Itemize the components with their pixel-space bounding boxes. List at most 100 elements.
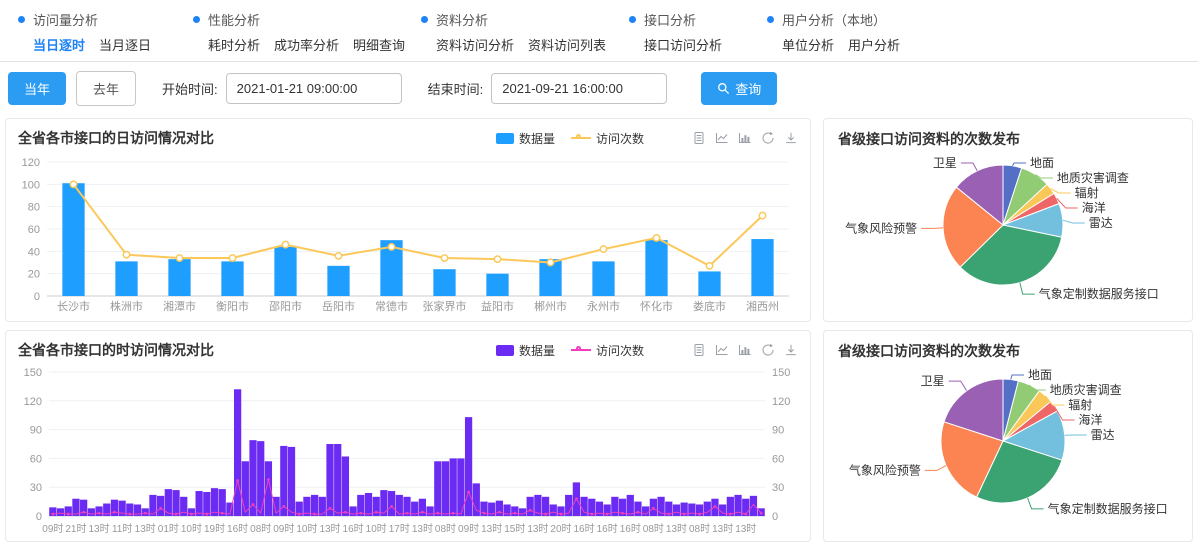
bar[interactable]	[688, 504, 695, 516]
bar-chart-icon[interactable]	[738, 131, 752, 145]
line-marker[interactable]	[335, 253, 341, 259]
last-year-button[interactable]: 去年	[76, 71, 136, 106]
line-marker[interactable]	[298, 513, 301, 516]
legend-item-data-volume[interactable]: 数据量	[496, 342, 555, 359]
bar[interactable]	[365, 493, 372, 516]
line-marker[interactable]	[494, 256, 500, 262]
line-marker[interactable]	[221, 512, 224, 515]
bar[interactable]	[257, 441, 264, 516]
search-button[interactable]: 查询	[701, 72, 777, 105]
line-marker[interactable]	[70, 181, 76, 187]
bar[interactable]	[442, 461, 449, 516]
line-chart-icon[interactable]	[715, 343, 729, 357]
line-marker[interactable]	[714, 505, 717, 508]
line-marker[interactable]	[621, 512, 624, 515]
bar[interactable]	[327, 266, 349, 296]
line-marker[interactable]	[706, 263, 712, 269]
line-marker[interactable]	[229, 255, 235, 261]
line-marker[interactable]	[175, 513, 178, 516]
bar[interactable]	[527, 497, 534, 516]
data-view-icon[interactable]	[692, 343, 706, 357]
line-marker[interactable]	[390, 505, 393, 508]
line-marker[interactable]	[236, 479, 239, 482]
line-marker[interactable]	[51, 513, 54, 516]
line-marker[interactable]	[159, 507, 162, 510]
line-marker[interactable]	[144, 512, 147, 515]
line-marker[interactable]	[760, 512, 763, 515]
bar[interactable]	[221, 261, 243, 296]
bar[interactable]	[288, 447, 295, 516]
bar[interactable]	[234, 389, 241, 516]
line-marker[interactable]	[544, 513, 547, 516]
bar[interactable]	[274, 247, 296, 296]
bar[interactable]	[450, 458, 457, 516]
bar[interactable]	[627, 495, 634, 516]
line-marker[interactable]	[744, 513, 747, 516]
line-marker[interactable]	[252, 503, 255, 506]
line-marker[interactable]	[759, 212, 765, 218]
line-marker[interactable]	[123, 251, 129, 257]
line-marker[interactable]	[637, 511, 640, 514]
line-marker[interactable]	[313, 513, 316, 516]
bar[interactable]	[172, 490, 179, 516]
line-marker[interactable]	[282, 241, 288, 247]
line-marker[interactable]	[359, 512, 362, 515]
bar[interactable]	[168, 259, 190, 296]
bar[interactable]	[465, 417, 472, 516]
line-marker[interactable]	[513, 512, 516, 515]
line-marker[interactable]	[205, 513, 208, 516]
line-marker[interactable]	[329, 507, 332, 510]
nav-item-明细查询[interactable]: 明细查询	[353, 35, 405, 54]
line-marker[interactable]	[421, 511, 424, 514]
restore-icon[interactable]	[761, 343, 775, 357]
line-marker[interactable]	[560, 513, 563, 516]
line-marker[interactable]	[467, 491, 470, 494]
bar[interactable]	[319, 497, 326, 516]
nav-item-用户分析[interactable]: 用户分析	[848, 35, 900, 54]
bar[interactable]	[115, 261, 137, 296]
data-view-icon[interactable]	[692, 131, 706, 145]
line-marker[interactable]	[375, 511, 378, 514]
bar[interactable]	[57, 508, 64, 516]
download-icon[interactable]	[784, 343, 798, 357]
line-marker[interactable]	[590, 513, 593, 516]
nav-item-当日逐时[interactable]: 当日逐时	[33, 35, 85, 54]
line-marker[interactable]	[667, 513, 670, 516]
line-marker[interactable]	[653, 235, 659, 241]
nav-item-资料访问分析[interactable]: 资料访问分析	[436, 35, 514, 54]
bar[interactable]	[698, 271, 720, 296]
line-marker[interactable]	[483, 512, 486, 515]
line-marker[interactable]	[529, 509, 532, 512]
bar[interactable]	[88, 508, 95, 516]
bar[interactable]	[396, 495, 403, 516]
line-chart-icon[interactable]	[715, 131, 729, 145]
bar[interactable]	[149, 495, 156, 516]
start-time-input[interactable]	[226, 73, 402, 104]
line-marker[interactable]	[344, 511, 347, 514]
nav-item-单位分析[interactable]: 单位分析	[782, 35, 834, 54]
bar[interactable]	[511, 506, 518, 516]
bar[interactable]	[334, 444, 341, 516]
line-marker[interactable]	[547, 259, 553, 265]
bar[interactable]	[645, 240, 667, 296]
line-marker[interactable]	[176, 255, 182, 261]
bar[interactable]	[751, 239, 773, 296]
line-marker[interactable]	[600, 246, 606, 252]
line-marker[interactable]	[652, 507, 655, 510]
bar[interactable]	[342, 456, 349, 516]
end-time-input[interactable]	[491, 73, 667, 104]
legend-item-data-volume[interactable]: 数据量	[496, 130, 555, 147]
bar[interactable]	[750, 496, 757, 516]
bar[interactable]	[62, 183, 84, 296]
bar[interactable]	[196, 491, 203, 516]
line-marker[interactable]	[282, 505, 285, 508]
bar[interactable]	[433, 269, 455, 296]
bar[interactable]	[242, 461, 249, 516]
bar[interactable]	[550, 504, 557, 516]
line-marker[interactable]	[67, 513, 70, 516]
nav-item-资料访问列表[interactable]: 资料访问列表	[528, 35, 606, 54]
bar[interactable]	[486, 274, 508, 296]
line-marker[interactable]	[113, 511, 116, 514]
line-marker[interactable]	[98, 512, 101, 515]
bar[interactable]	[157, 496, 164, 516]
